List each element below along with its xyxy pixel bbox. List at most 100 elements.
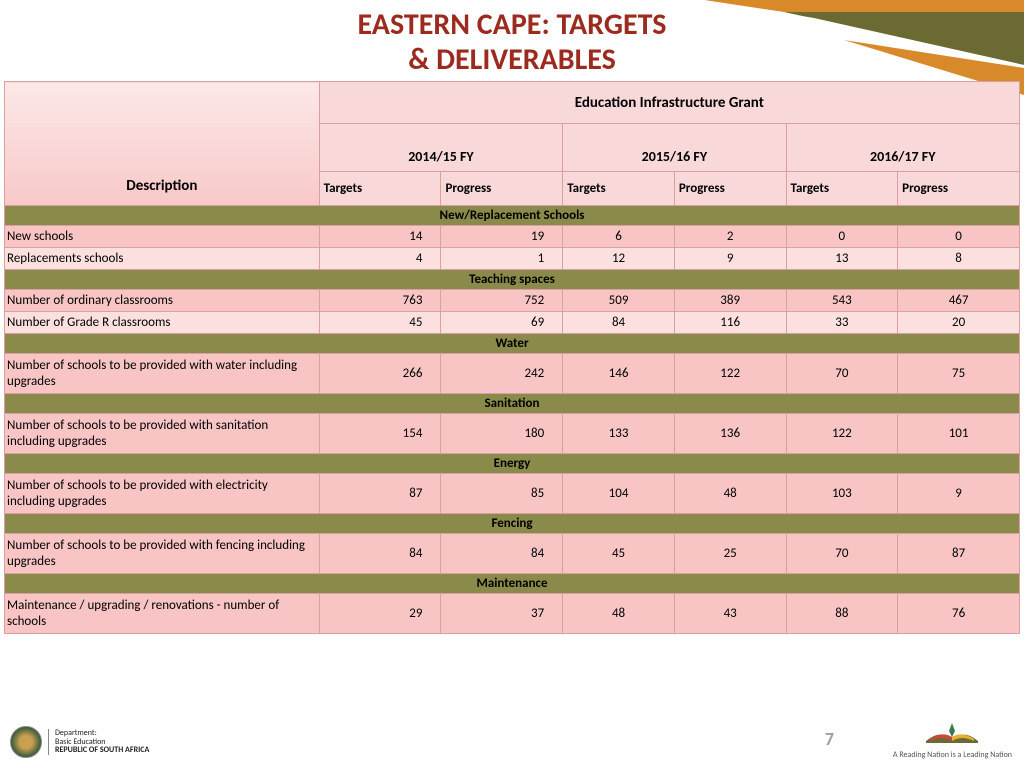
data-cell: 70 (786, 354, 898, 394)
data-cell: 543 (786, 290, 898, 312)
col-header-description: Description (5, 82, 320, 206)
data-cell: 29 (319, 594, 441, 634)
data-cell: 48 (563, 594, 675, 634)
data-cell: 763 (319, 290, 441, 312)
col-subheader: Progress (898, 172, 1020, 206)
data-cell: 45 (563, 534, 675, 574)
footer-right-logo: A Reading Nation is a Leading Nation (893, 719, 1012, 760)
data-cell: 389 (674, 290, 786, 312)
data-cell: 752 (441, 290, 563, 312)
table-row: New schools14196200 (5, 226, 1020, 248)
data-cell: 76 (898, 594, 1020, 634)
data-cell: 85 (441, 474, 563, 514)
targets-table: Description Education Infrastructure Gra… (4, 81, 1020, 634)
data-cell: 19 (441, 226, 563, 248)
data-cell: 103 (786, 474, 898, 514)
row-description: Replacements schools (5, 248, 320, 270)
table-row: Number of schools to be provided with fe… (5, 534, 1020, 574)
data-cell: 45 (319, 312, 441, 334)
col-header-grant: Education Infrastructure Grant (319, 82, 1019, 124)
table-row: Number of schools to be provided with el… (5, 474, 1020, 514)
row-description: Number of schools to be provided with sa… (5, 414, 320, 454)
table-row: Number of schools to be provided with sa… (5, 414, 1020, 454)
data-cell: 6 (563, 226, 675, 248)
footer-slogan: A Reading Nation is a Leading Nation (893, 750, 1012, 760)
data-cell: 1 (441, 248, 563, 270)
data-cell: 25 (674, 534, 786, 574)
data-cell: 0 (898, 226, 1020, 248)
data-cell: 69 (441, 312, 563, 334)
row-description: New schools (5, 226, 320, 248)
data-cell: 0 (786, 226, 898, 248)
data-cell: 467 (898, 290, 1020, 312)
data-cell: 37 (441, 594, 563, 634)
section-header: Teaching spaces (5, 270, 1020, 290)
data-cell: 33 (786, 312, 898, 334)
col-subheader: Progress (674, 172, 786, 206)
coat-of-arms-icon (10, 726, 42, 758)
data-cell: 88 (786, 594, 898, 634)
row-description: Number of schools to be provided with wa… (5, 354, 320, 394)
data-cell: 133 (563, 414, 675, 454)
col-header-fy: 2016/17 FY (786, 124, 1019, 172)
data-cell: 242 (441, 354, 563, 394)
row-description: Number of ordinary classrooms (5, 290, 320, 312)
data-cell: 87 (898, 534, 1020, 574)
data-cell: 87 (319, 474, 441, 514)
data-cell: 12 (563, 248, 675, 270)
data-cell: 136 (674, 414, 786, 454)
data-cell: 20 (898, 312, 1020, 334)
data-cell: 9 (898, 474, 1020, 514)
title-line-1: EASTERN CAPE: TARGETS (358, 6, 667, 43)
data-cell: 75 (898, 354, 1020, 394)
data-cell: 43 (674, 594, 786, 634)
data-cell: 4 (319, 248, 441, 270)
page-number: 7 (825, 728, 834, 750)
title-line-2: & DELIVERABLES (408, 41, 616, 78)
data-cell: 104 (563, 474, 675, 514)
dept-line3: REPUBLIC OF SOUTH AFRICA (55, 745, 149, 755)
data-cell: 84 (319, 534, 441, 574)
table-row: Number of schools to be provided with wa… (5, 354, 1020, 394)
slide-footer: Department: Basic Education REPUBLIC OF … (0, 716, 1024, 764)
data-cell: 9 (674, 248, 786, 270)
table-row: Number of ordinary classrooms76375250938… (5, 290, 1020, 312)
data-cell: 266 (319, 354, 441, 394)
data-cell: 48 (674, 474, 786, 514)
data-cell: 154 (319, 414, 441, 454)
data-cell: 8 (898, 248, 1020, 270)
data-cell: 146 (563, 354, 675, 394)
row-description: Number of schools to be provided with el… (5, 474, 320, 514)
slide-title: EASTERN CAPE: TARGETS & DELIVERABLES (0, 0, 1024, 81)
section-header: New/Replacement Schools (5, 206, 1020, 226)
row-description: Number of schools to be provided with fe… (5, 534, 320, 574)
col-header-fy: 2014/15 FY (319, 124, 563, 172)
table-row: Maintenance / upgrading / renovations - … (5, 594, 1020, 634)
col-header-fy: 2015/16 FY (563, 124, 786, 172)
row-description: Maintenance / upgrading / renovations - … (5, 594, 320, 634)
row-description: Number of Grade R classrooms (5, 312, 320, 334)
data-cell: 84 (563, 312, 675, 334)
col-subheader: Targets (319, 172, 441, 206)
table-row: Number of Grade R classrooms456984116332… (5, 312, 1020, 334)
data-cell: 14 (319, 226, 441, 248)
table-row: Replacements schools41129138 (5, 248, 1020, 270)
data-cell: 122 (674, 354, 786, 394)
col-subheader: Progress (441, 172, 563, 206)
data-cell: 509 (563, 290, 675, 312)
data-cell: 122 (786, 414, 898, 454)
data-cell: 116 (674, 312, 786, 334)
data-cell: 180 (441, 414, 563, 454)
section-header: Fencing (5, 514, 1020, 534)
section-header: Maintenance (5, 574, 1020, 594)
targets-table-container: Description Education Infrastructure Gra… (4, 81, 1020, 634)
data-cell: 84 (441, 534, 563, 574)
section-header: Water (5, 334, 1020, 354)
section-header: Energy (5, 454, 1020, 474)
data-cell: 2 (674, 226, 786, 248)
data-cell: 101 (898, 414, 1020, 454)
section-header: Sanitation (5, 394, 1020, 414)
col-subheader: Targets (786, 172, 898, 206)
col-subheader: Targets (563, 172, 675, 206)
book-icon (922, 719, 982, 745)
